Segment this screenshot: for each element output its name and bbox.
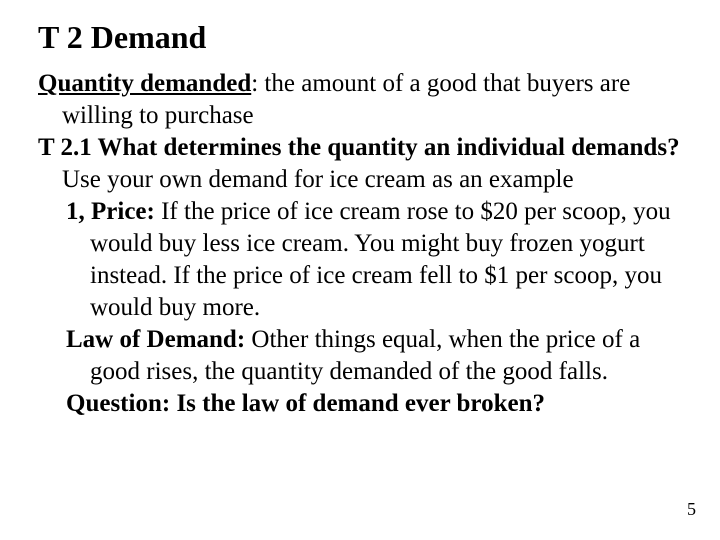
point-price-label: 1, Price:: [66, 198, 155, 225]
question-text: Is the law of demand ever broken?: [170, 390, 545, 417]
question-line: Question: Is the law of demand ever brok…: [38, 388, 682, 420]
section-heading: T 2.1 What determines the quantity an in…: [38, 132, 682, 196]
law-of-demand: Law of Demand: Other things equal, when …: [38, 324, 682, 388]
law-label: Law of Demand:: [66, 326, 245, 353]
slide-body: Quantity demanded: the amount of a good …: [38, 68, 682, 420]
section-tail-text: Use your own demand for ice cream as an …: [62, 166, 574, 193]
term-quantity-demanded: Quantity demanded: [38, 70, 251, 97]
point-price: 1, Price: If the price of ice cream rose…: [38, 196, 682, 324]
point-price-text: If the price of ice cream rose to $20 pe…: [90, 198, 671, 321]
slide-title: T 2 Demand: [38, 18, 682, 56]
question-label: Question:: [66, 390, 170, 417]
section-label: T 2.1 What determines the quantity an in…: [38, 134, 680, 161]
definition-quantity-demanded: Quantity demanded: the amount of a good …: [38, 68, 682, 132]
page-number: 5: [687, 499, 696, 520]
slide-container: T 2 Demand Quantity demanded: the amount…: [0, 0, 720, 540]
